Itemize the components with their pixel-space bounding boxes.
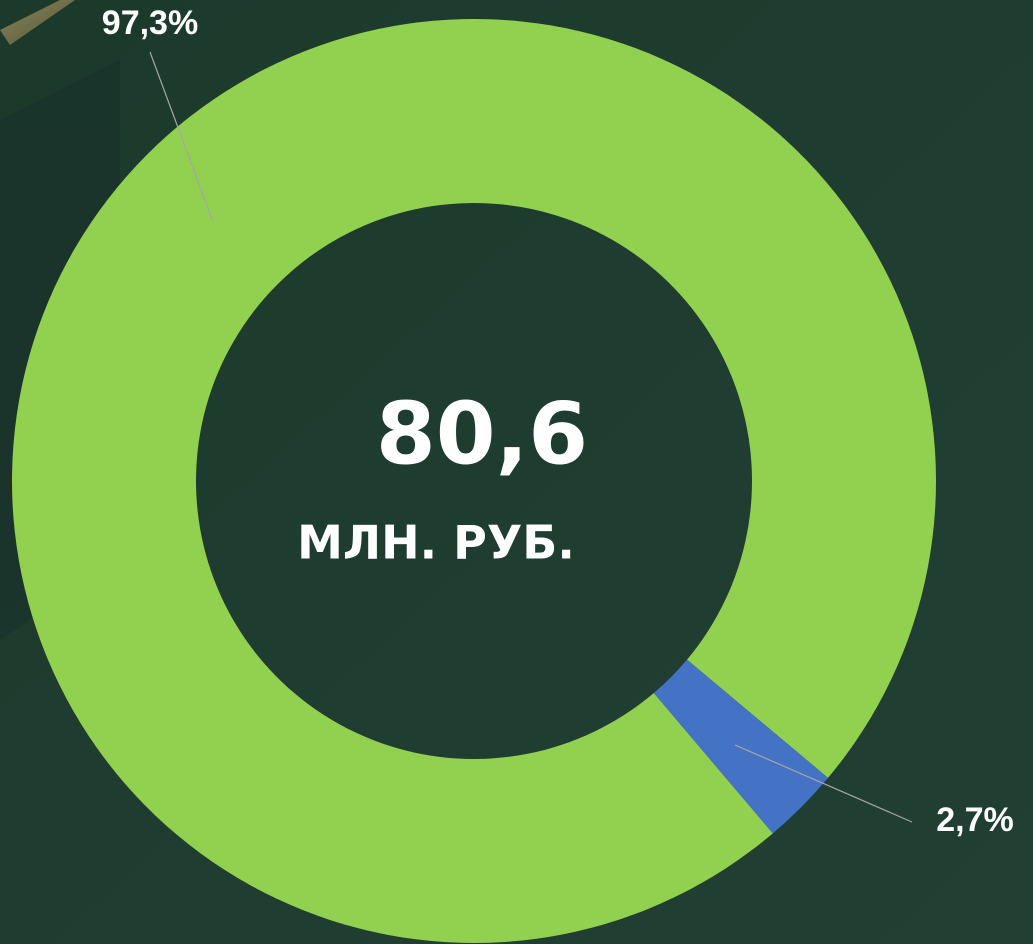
chart: 80,6 МЛН. РУБ. 97,3% 2,7% — [0, 0, 1033, 944]
page: 80,6 МЛН. РУБ. 97,3%2,7% (() => { const … — [0, 0, 1033, 944]
center-value: 80,6 — [376, 384, 588, 484]
data-label: 97,3% — [102, 4, 198, 42]
data-label: 2,7% — [936, 801, 1014, 839]
center-unit: МЛН. РУБ. — [297, 516, 575, 570]
